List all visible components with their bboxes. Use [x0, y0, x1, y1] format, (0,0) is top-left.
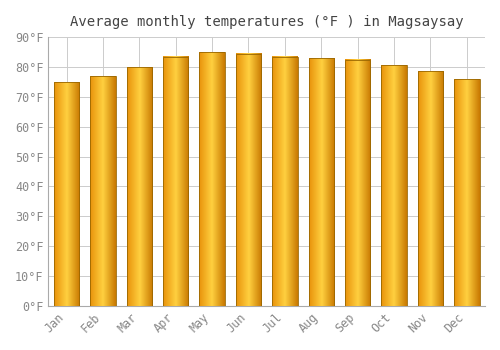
Bar	[454, 79, 479, 306]
Bar	[236, 54, 261, 306]
Bar	[382, 65, 407, 306]
Bar	[90, 76, 116, 306]
Title: Average monthly temperatures (°F ) in Magsaysay: Average monthly temperatures (°F ) in Ma…	[70, 15, 464, 29]
Bar	[345, 60, 370, 306]
Bar	[126, 67, 152, 306]
Bar	[163, 56, 188, 306]
Bar	[418, 71, 443, 306]
Bar	[272, 56, 297, 306]
Bar	[308, 58, 334, 306]
Bar	[54, 82, 80, 306]
Bar	[200, 52, 225, 306]
